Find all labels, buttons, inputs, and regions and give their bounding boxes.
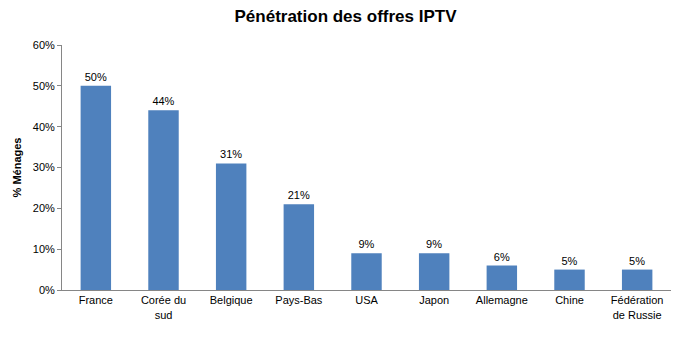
svg-text:% Ménages: % Ménages	[11, 138, 23, 198]
svg-text:30%: 30%	[33, 161, 55, 173]
svg-text:20%: 20%	[33, 202, 55, 214]
svg-text:5%: 5%	[561, 255, 577, 267]
svg-text:50%: 50%	[85, 71, 107, 83]
svg-text:31%: 31%	[220, 148, 242, 160]
svg-text:44%: 44%	[152, 95, 174, 107]
svg-text:Pénétration des offres IPTV: Pénétration des offres IPTV	[235, 7, 458, 26]
svg-text:Pays-Bas: Pays-Bas	[275, 294, 323, 306]
svg-text:Corée dusud: Corée dusud	[141, 294, 186, 320]
svg-text:USA: USA	[355, 294, 378, 306]
svg-text:21%: 21%	[288, 189, 310, 201]
svg-text:Belgique: Belgique	[210, 294, 253, 306]
svg-text:40%: 40%	[33, 121, 55, 133]
svg-text:Chine: Chine	[555, 294, 584, 306]
svg-text:5%: 5%	[629, 255, 645, 267]
svg-text:Fédérationde Russie: Fédérationde Russie	[611, 294, 664, 320]
svg-text:50%: 50%	[33, 80, 55, 92]
svg-text:9%: 9%	[358, 238, 374, 250]
svg-text:10%: 10%	[33, 243, 55, 255]
svg-text:9%: 9%	[426, 238, 442, 250]
svg-text:Japon: Japon	[419, 294, 449, 306]
svg-text:6%: 6%	[494, 251, 510, 263]
svg-text:60%: 60%	[33, 39, 55, 51]
svg-text:Allemagne: Allemagne	[476, 294, 528, 306]
svg-text:France: France	[79, 294, 113, 306]
svg-text:0%: 0%	[39, 284, 55, 296]
